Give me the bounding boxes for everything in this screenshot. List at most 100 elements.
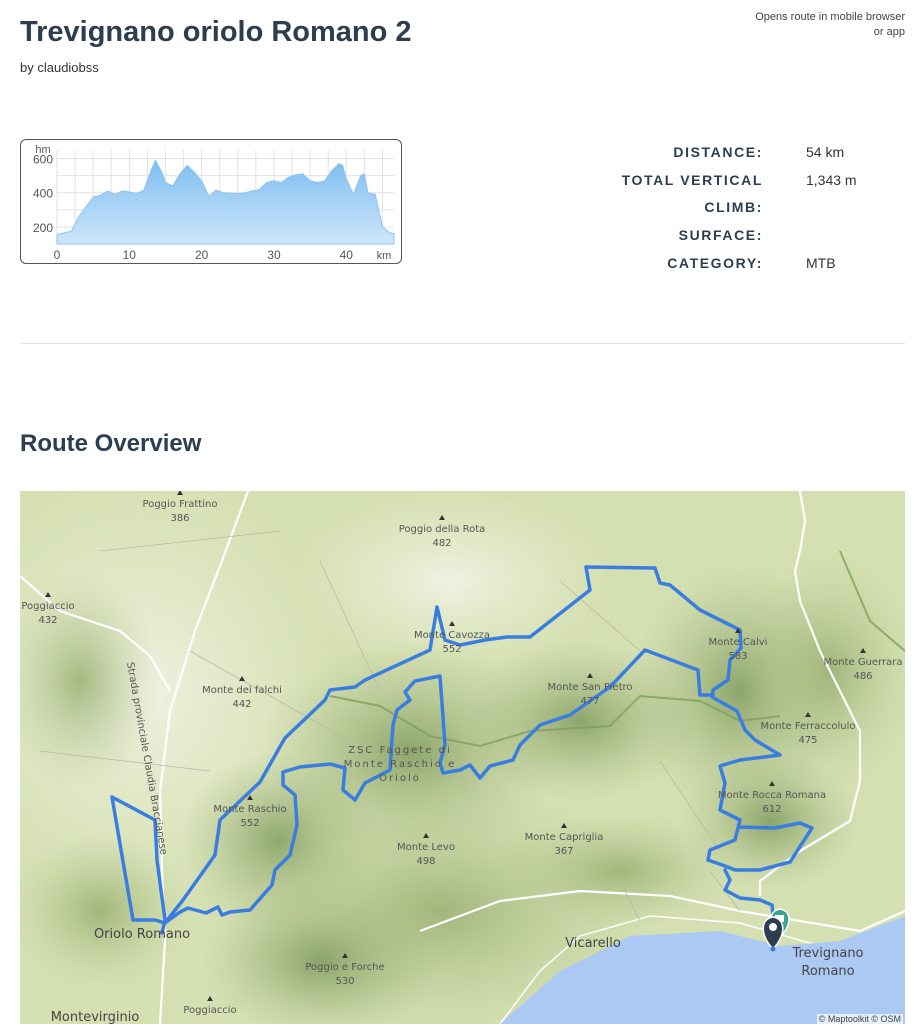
svg-text:552: 552 <box>240 818 259 829</box>
svg-text:Monte dei falchi: Monte dei falchi <box>202 685 282 696</box>
peak-triangle-icon <box>207 996 213 1001</box>
svg-text:477: 477 <box>580 696 599 707</box>
peak-label: Monte San Pietro 477 <box>548 673 633 707</box>
start-marker[interactable] <box>762 916 784 952</box>
svg-text:Monte Guerrara: Monte Guerrara <box>824 657 903 668</box>
svg-text:482: 482 <box>432 538 451 549</box>
peak-triangle-icon <box>735 628 741 633</box>
svg-text:Poggiaccio: Poggiaccio <box>183 1005 236 1016</box>
peak-label: Poggiaccio 432 <box>21 592 75 626</box>
peak-triangle-icon <box>561 823 567 828</box>
lake <box>500 916 905 1024</box>
pin-icon <box>769 923 777 931</box>
peak-label: Monte Raschio 552 <box>213 795 287 829</box>
svg-text:498: 498 <box>416 856 435 867</box>
svg-text:Monte Rocca Romana: Monte Rocca Romana <box>718 790 826 801</box>
peak-label: Poggio e Forche 530 <box>305 953 385 987</box>
peak-triangle-icon <box>769 781 775 786</box>
peak-label: Monte Calvi 583 <box>709 628 768 662</box>
peak-triangle-icon <box>177 491 183 495</box>
svg-text:612: 612 <box>762 804 781 815</box>
svg-text:552: 552 <box>442 644 461 655</box>
town-label: Romano <box>801 964 854 979</box>
svg-text:Monte Ferraccolulo: Monte Ferraccolulo <box>761 721 856 732</box>
x-tick-label: 40 <box>340 248 354 262</box>
town-label: Montevirginio <box>51 1010 140 1024</box>
route-title: Trevignano oriolo Romano 2 <box>20 16 412 48</box>
svg-text:Monte Capriglia: Monte Capriglia <box>525 832 604 843</box>
elevation-area <box>56 159 395 245</box>
stat-label: TOTAL VERTICAL <box>621 171 763 188</box>
peak-triangle-icon <box>449 621 455 626</box>
terrain-shading <box>20 491 905 1024</box>
peak-triangle-icon <box>860 648 866 653</box>
stat-value: MTB <box>806 254 836 271</box>
y-tick-label: 400 <box>33 187 53 201</box>
svg-text:442: 442 <box>232 699 251 710</box>
stat-label: CATEGORY: <box>667 254 763 271</box>
reserve-label: ZSC Faggete di <box>348 745 452 756</box>
y-unit-label: hm <box>35 144 50 156</box>
peak-triangle-icon <box>423 833 429 838</box>
route-map[interactable]: Poggio Frattino 386 Poggio della Rota 482 Po… <box>20 491 905 1024</box>
peak-triangle-icon <box>342 953 348 958</box>
elevation-profile-chart: hm 200 400 600 0 10 20 30 40 km <box>20 139 402 264</box>
town-label: Vicarello <box>565 936 621 951</box>
park-boundary <box>329 550 905 748</box>
peak-label: Poggio della Rota 482 <box>399 515 486 549</box>
peak-triangle-icon <box>239 676 245 681</box>
x-tick-label: 10 <box>123 248 137 262</box>
svg-text:386: 386 <box>170 513 189 524</box>
y-tick-label: 600 <box>33 153 53 167</box>
peak-triangle-icon <box>247 795 253 800</box>
peak-label: Poggiaccio <box>183 996 237 1016</box>
peak-label: Monte Guerrara 486 <box>824 648 903 682</box>
svg-text:475: 475 <box>798 735 817 746</box>
svg-text:Monte Raschio: Monte Raschio <box>213 804 286 815</box>
stat-value: 54 km <box>806 144 845 160</box>
peak-label: Monte Capriglia 367 <box>525 823 604 857</box>
stat-label: SURFACE: <box>678 227 763 244</box>
peak-label: Monte Levo 498 <box>397 833 455 867</box>
peak-label: Monte Rocca Romana 612 <box>718 781 826 815</box>
open-in-app-link[interactable]: Opens route in mobile browser or app <box>755 11 905 38</box>
divider <box>20 343 905 344</box>
svg-text:Poggio e Forche: Poggio e Forche <box>305 962 384 973</box>
svg-text:Poggio Frattino: Poggio Frattino <box>143 499 218 510</box>
svg-text:Monte Cavozza: Monte Cavozza <box>414 630 490 641</box>
reserve-label: Oriolo <box>379 773 421 784</box>
svg-text:367: 367 <box>554 846 573 857</box>
stat-label: CLIMB: <box>704 199 763 216</box>
peak-label: Monte dei falchi 442 <box>202 676 282 710</box>
map-attribution[interactable]: © Maptoolkit © OSM <box>816 1014 903 1024</box>
peak-label: Monte Cavozza 552 <box>414 621 490 655</box>
svg-text:432: 432 <box>38 615 57 626</box>
y-tick-label: 200 <box>33 221 53 235</box>
peak-triangle-icon <box>45 592 51 597</box>
route-author: by claudiobss <box>20 60 99 75</box>
svg-text:Poggiaccio: Poggiaccio <box>21 601 74 612</box>
peak-triangle-icon <box>439 515 445 520</box>
x-tick-label: 20 <box>195 248 209 262</box>
svg-text:486: 486 <box>853 671 872 682</box>
town-label: Trevignano <box>791 946 863 961</box>
svg-text:Monte Calvi: Monte Calvi <box>709 637 768 648</box>
svg-text:Monte Levo: Monte Levo <box>397 842 455 853</box>
peak-triangle-icon <box>587 673 593 678</box>
x-tick-label: 30 <box>267 248 281 262</box>
route-line <box>110 565 814 937</box>
stat-value: 1,343 m <box>806 171 857 188</box>
peak-label: Poggio Frattino 386 <box>143 491 218 524</box>
svg-text:Monte San Pietro: Monte San Pietro <box>548 682 633 693</box>
svg-text:Poggio della Rota: Poggio della Rota <box>399 524 486 535</box>
peak-label: Monte Ferraccolulo 475 <box>761 712 856 746</box>
town-label: Oriolo Romano <box>94 927 190 942</box>
section-title: Route Overview <box>20 430 202 457</box>
stat-label: DISTANCE: <box>673 144 763 160</box>
elevation-profile-svg: hm 200 400 600 0 10 20 30 40 km <box>33 144 395 262</box>
x-tick-label: 0 <box>54 248 61 262</box>
peak-triangle-icon <box>805 712 811 717</box>
svg-text:583: 583 <box>728 651 747 662</box>
flag-icon <box>775 915 784 922</box>
